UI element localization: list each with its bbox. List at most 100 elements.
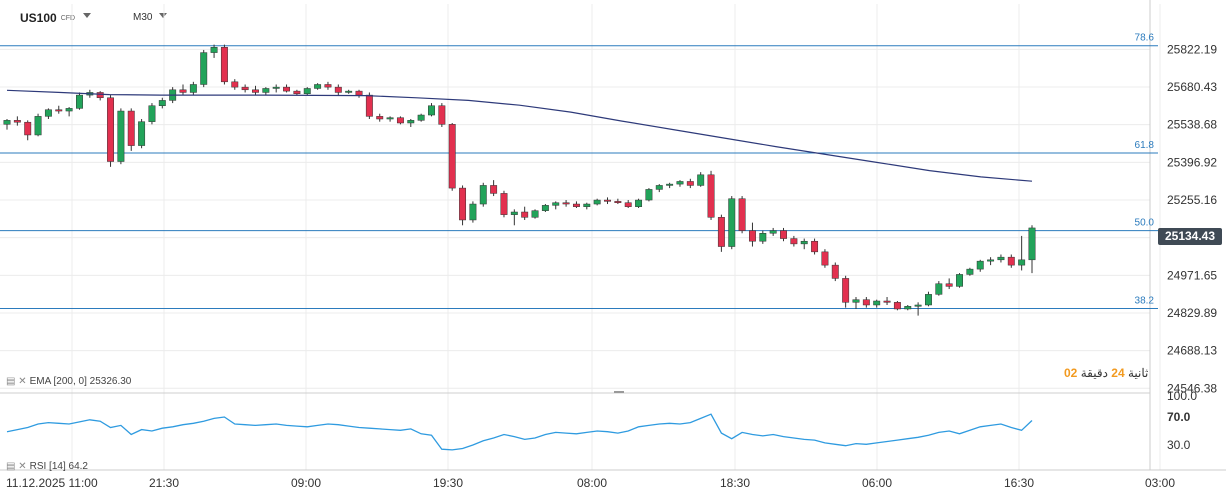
ema-settings-icon[interactable]: ▤ ✕	[6, 376, 27, 387]
candle-body	[1018, 259, 1026, 266]
candle-body	[376, 116, 384, 120]
candle-body	[1028, 227, 1036, 261]
price-axis: 25822.19 25680.43 25538.68 25396.92 25255.16…	[1167, 42, 1217, 395]
rsi-settings-icon[interactable]: ▤ ✕	[6, 461, 27, 472]
candle-body	[272, 86, 280, 89]
candle-body	[717, 217, 725, 247]
rsi-tick-label: 30.0	[1167, 438, 1191, 452]
candle-body	[759, 233, 767, 242]
candle-body	[148, 105, 156, 122]
price-tick-label: 24688.13	[1167, 344, 1217, 358]
price-tick-label: 24971.65	[1167, 268, 1217, 282]
price-tick-label: 25255.16	[1167, 193, 1217, 207]
candle-body	[976, 260, 984, 270]
candle-countdown: 02 ثانية 24 دقيقة	[1064, 366, 1148, 380]
time-tick-label: 06:00	[862, 476, 892, 490]
candle-body	[800, 240, 808, 245]
time-tick-label: 21:30	[149, 476, 179, 490]
candle-body	[935, 283, 943, 295]
time-tick-label: 03:00	[1145, 476, 1175, 490]
candle-body	[407, 120, 415, 124]
chart-header: US100 CFD M30	[0, 0, 1226, 34]
countdown-seconds: 24	[1111, 366, 1125, 380]
candle-body	[780, 230, 787, 239]
price-tick-label: 25680.43	[1167, 80, 1217, 94]
rsi-axis: 100.0 70.0 30.0	[1167, 389, 1197, 452]
price-tick-label: 25538.68	[1167, 118, 1217, 132]
rsi-label: RSI [14]	[29, 461, 66, 472]
candle-body	[697, 174, 705, 186]
candle-body	[252, 89, 259, 93]
time-tick-label: 09:00	[291, 476, 321, 490]
candle-body	[34, 116, 42, 136]
candle-body	[821, 251, 829, 266]
rsi-legend[interactable]: ▤ ✕ RSI [14] 64.2	[6, 461, 88, 472]
candle-body	[241, 86, 249, 91]
rsi-line	[6, 413, 1033, 451]
countdown-minutes: 02	[1064, 366, 1078, 380]
candle-body	[914, 304, 922, 307]
candle-body	[738, 198, 746, 231]
symbol-dropdown-chevron-down-icon[interactable]	[83, 13, 91, 18]
fib-level-label: 38.2	[1135, 295, 1155, 306]
candle-body	[314, 84, 322, 89]
candle-body	[500, 193, 508, 215]
candle-body	[966, 268, 974, 275]
candlestick-series	[3, 44, 1036, 316]
candle-body	[862, 299, 870, 306]
candle-body	[883, 300, 891, 303]
ema-line	[6, 89, 1033, 182]
candle-body	[117, 110, 125, 162]
fib-level-label: 50.0	[1135, 218, 1155, 229]
timeframe-selector[interactable]: M30	[133, 12, 153, 23]
time-tick-label: 08:00	[577, 476, 607, 490]
candle-body	[510, 211, 518, 215]
price-tick-label: 25822.19	[1167, 42, 1217, 56]
candle-body	[873, 300, 881, 306]
candle-body	[345, 90, 353, 93]
candle-body	[593, 199, 601, 205]
candle-body	[448, 124, 456, 189]
chart-grid	[0, 0, 1161, 470]
candle-body	[396, 117, 404, 124]
candle-body	[552, 202, 560, 206]
symbol-selector[interactable]: US100 CFD	[20, 11, 75, 25]
candle-body	[666, 183, 674, 186]
candle-body	[179, 89, 187, 93]
candle-body	[707, 174, 715, 218]
candle-body	[324, 84, 332, 88]
candle-body	[852, 299, 860, 303]
candle-body	[635, 199, 643, 207]
fib-level-label: 61.8	[1135, 140, 1155, 151]
time-tick-label: 18:30	[720, 476, 750, 490]
candle-body	[44, 109, 52, 117]
ema-legend[interactable]: ▤ ✕ EMA [200, 0] 25326.30	[6, 376, 131, 387]
candle-body	[811, 240, 819, 253]
candle-body	[987, 259, 995, 262]
timeframe-dropdown-chevron-down-icon[interactable]	[159, 13, 167, 18]
candle-body	[210, 47, 218, 53]
candle-body	[3, 120, 11, 125]
candle-body	[956, 274, 963, 287]
candle-body	[386, 117, 394, 120]
candle-body	[469, 203, 477, 221]
candle-body	[997, 256, 1005, 261]
candle-body	[583, 203, 591, 207]
candle-body	[842, 278, 850, 303]
candle-body	[521, 211, 529, 218]
candle-body	[790, 238, 798, 245]
candle-body	[127, 110, 135, 146]
candle-body	[76, 94, 83, 109]
last-price-tag: 25134.43	[1158, 228, 1222, 245]
candle-body	[655, 185, 663, 190]
candle-body	[107, 97, 114, 162]
candle-body	[200, 52, 208, 85]
candle-body	[293, 90, 301, 95]
candle-body	[614, 201, 622, 203]
countdown-unit-1: ثانية	[1127, 366, 1149, 380]
candle-body	[231, 81, 239, 88]
candle-body	[355, 90, 363, 96]
price-tick-label: 24829.89	[1167, 306, 1217, 320]
rsi-tick-label: 100.0	[1167, 389, 1197, 403]
